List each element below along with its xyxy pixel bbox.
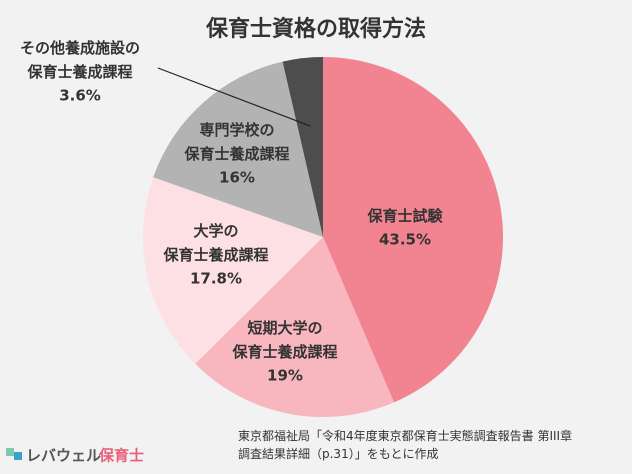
value-label: 17.8% — [190, 270, 242, 288]
pie-slice — [323, 57, 504, 403]
pie-slice — [153, 61, 323, 238]
leader-line — [157, 67, 311, 127]
source-text: 東京都福祉局「令和4年度東京都保育士実態調査報告書 第III章調査結果詳細（p.… — [238, 428, 572, 461]
logo-text: 保育士 — [98, 447, 144, 465]
pie — [143, 57, 504, 418]
slice-label: 大学の保育士養成課程 — [162, 222, 268, 264]
value-label: 16% — [219, 169, 255, 187]
chart-title: 保育士資格の取得方法 — [205, 16, 426, 42]
slice-label: 専門学校の保育士養成課程 — [183, 121, 289, 163]
pie-slice — [143, 177, 323, 364]
logo-icon — [14, 452, 22, 460]
value-label: 43.5% — [379, 231, 431, 249]
slice-label: 短期大学の保育士養成課程 — [231, 319, 337, 361]
logo: レバウェル 保育士 — [6, 447, 144, 465]
slice-label: 保育士試験 — [366, 207, 443, 225]
source-note: 東京都福祉局「令和4年度東京都保育士実態調査報告書 第III章調査結果詳細（p.… — [238, 428, 572, 461]
slice-label: その他養成施設の保育士養成課程 — [20, 39, 140, 81]
value-label: 3.6% — [59, 87, 101, 105]
labels: 保育士試験 43.5% 短期大学の保育士養成課程 19% 大学の保育士養成課程 17.8%… — [20, 39, 444, 385]
value-label: 19% — [267, 367, 303, 385]
pie-slice — [195, 237, 395, 418]
logo-text: レバウェル — [26, 447, 101, 465]
pie-slice — [282, 57, 323, 237]
logo-icon — [6, 448, 14, 456]
